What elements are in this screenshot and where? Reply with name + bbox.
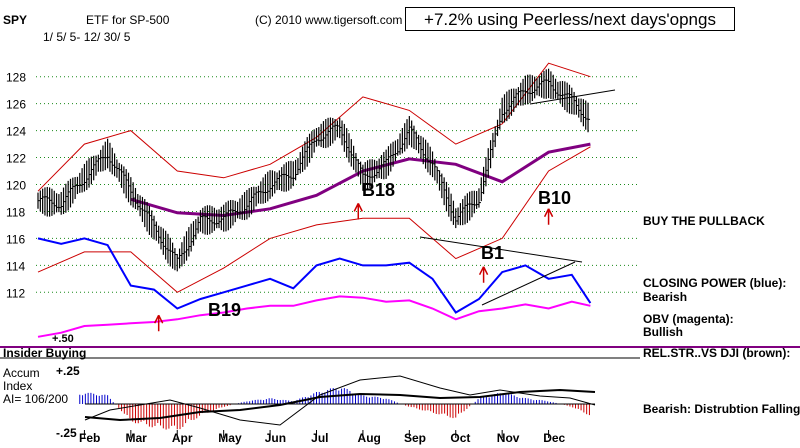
lower-band-line xyxy=(37,146,591,293)
closing-power-line xyxy=(37,237,592,314)
x-axis-tick-labels: Feb Mar Apr May Jun Jul Aug Sep Oct Nov Dec xyxy=(79,430,566,445)
accum-tick-bottom: -.25 xyxy=(56,426,77,440)
accum-thin-curve xyxy=(84,375,596,426)
accumulation-index-bars xyxy=(79,388,590,430)
closing-power-label: CLOSING POWER (blue): xyxy=(643,276,787,290)
chart-title: ETF for SP-500 xyxy=(86,13,170,27)
y-tick-label: 124 xyxy=(6,125,26,139)
y-tick-label: 120 xyxy=(6,179,26,193)
trendline-top xyxy=(529,89,616,105)
y-tick-label: 126 xyxy=(6,98,26,112)
obv-series xyxy=(37,295,591,338)
signal-label-b19: B19 xyxy=(208,300,242,320)
signal-arrow xyxy=(353,203,363,220)
accum-label-2: Index xyxy=(3,379,33,393)
accum-label-3: AI= 106/200 xyxy=(3,392,69,406)
x-tick-label: Aug xyxy=(358,431,381,445)
accum-label-1: Accum xyxy=(3,366,40,380)
obv-value: Bullish xyxy=(643,325,684,339)
x-tick-label: Nov xyxy=(497,431,520,445)
y-tick-label: 116 xyxy=(6,232,25,246)
signal-label-b1: B1 xyxy=(481,243,505,263)
signal-label-b10: B10 xyxy=(538,188,572,208)
y-axis-tick-labels: 128 126 124 122 120 118 116 114 112 xyxy=(6,71,26,301)
upper-band-line xyxy=(37,62,591,192)
x-tick-label: Jun xyxy=(265,431,286,445)
obv-label: OBV (magenta): xyxy=(643,312,734,326)
trendline-ltt xyxy=(419,236,583,263)
y-tick-label: 114 xyxy=(6,259,25,273)
insider-buying-label: Insider Buying xyxy=(3,346,87,360)
date-range: 1/ 5/ 5- 12/ 30/ 5 xyxy=(43,30,131,44)
obv-line xyxy=(37,295,591,338)
signal-arrows xyxy=(154,203,554,332)
x-tick-label: Dec xyxy=(543,431,565,445)
accum-tick-top: +.25 xyxy=(56,364,80,378)
price-bars xyxy=(37,68,591,272)
copyright-text: (C) 2010 www.tigersoft.com xyxy=(255,13,403,27)
y-tick-label: 122 xyxy=(6,152,26,166)
x-tick-label: Apr xyxy=(172,431,193,445)
y-tick-label: 118 xyxy=(6,205,25,219)
upper-level-label: +.50 xyxy=(52,333,74,345)
signal-arrow xyxy=(478,266,489,283)
x-tick-label: May xyxy=(218,431,242,445)
x-tick-label: Jul xyxy=(311,431,328,445)
result-box: +7.2% using Peerless/next days'opngs xyxy=(405,7,735,31)
bottom-note: Bearish: Distrubtion Falling. xyxy=(643,402,800,416)
buy-note: BUY THE PULLBACK xyxy=(643,214,765,228)
symbol-label: SPY xyxy=(3,13,28,27)
signal-arrow xyxy=(543,208,554,225)
closing-power-value: Bearish xyxy=(643,290,688,304)
trendline-support xyxy=(481,261,576,306)
x-tick-label: Sep xyxy=(404,431,426,445)
x-tick-label: Oct xyxy=(450,431,470,445)
signal-arrow xyxy=(154,314,164,332)
relstr-label: REL.STR..VS DJI (brown): xyxy=(643,346,791,360)
accum-black-curve xyxy=(84,388,596,422)
closing-power-series xyxy=(37,237,592,314)
x-tick-label: Feb xyxy=(79,431,100,445)
signal-label-b18: B18 xyxy=(362,180,396,200)
price-gridlines xyxy=(36,76,640,293)
x-tick-label: Mar xyxy=(125,431,147,445)
y-tick-label: 128 xyxy=(6,71,26,85)
y-tick-label: 112 xyxy=(6,286,25,300)
